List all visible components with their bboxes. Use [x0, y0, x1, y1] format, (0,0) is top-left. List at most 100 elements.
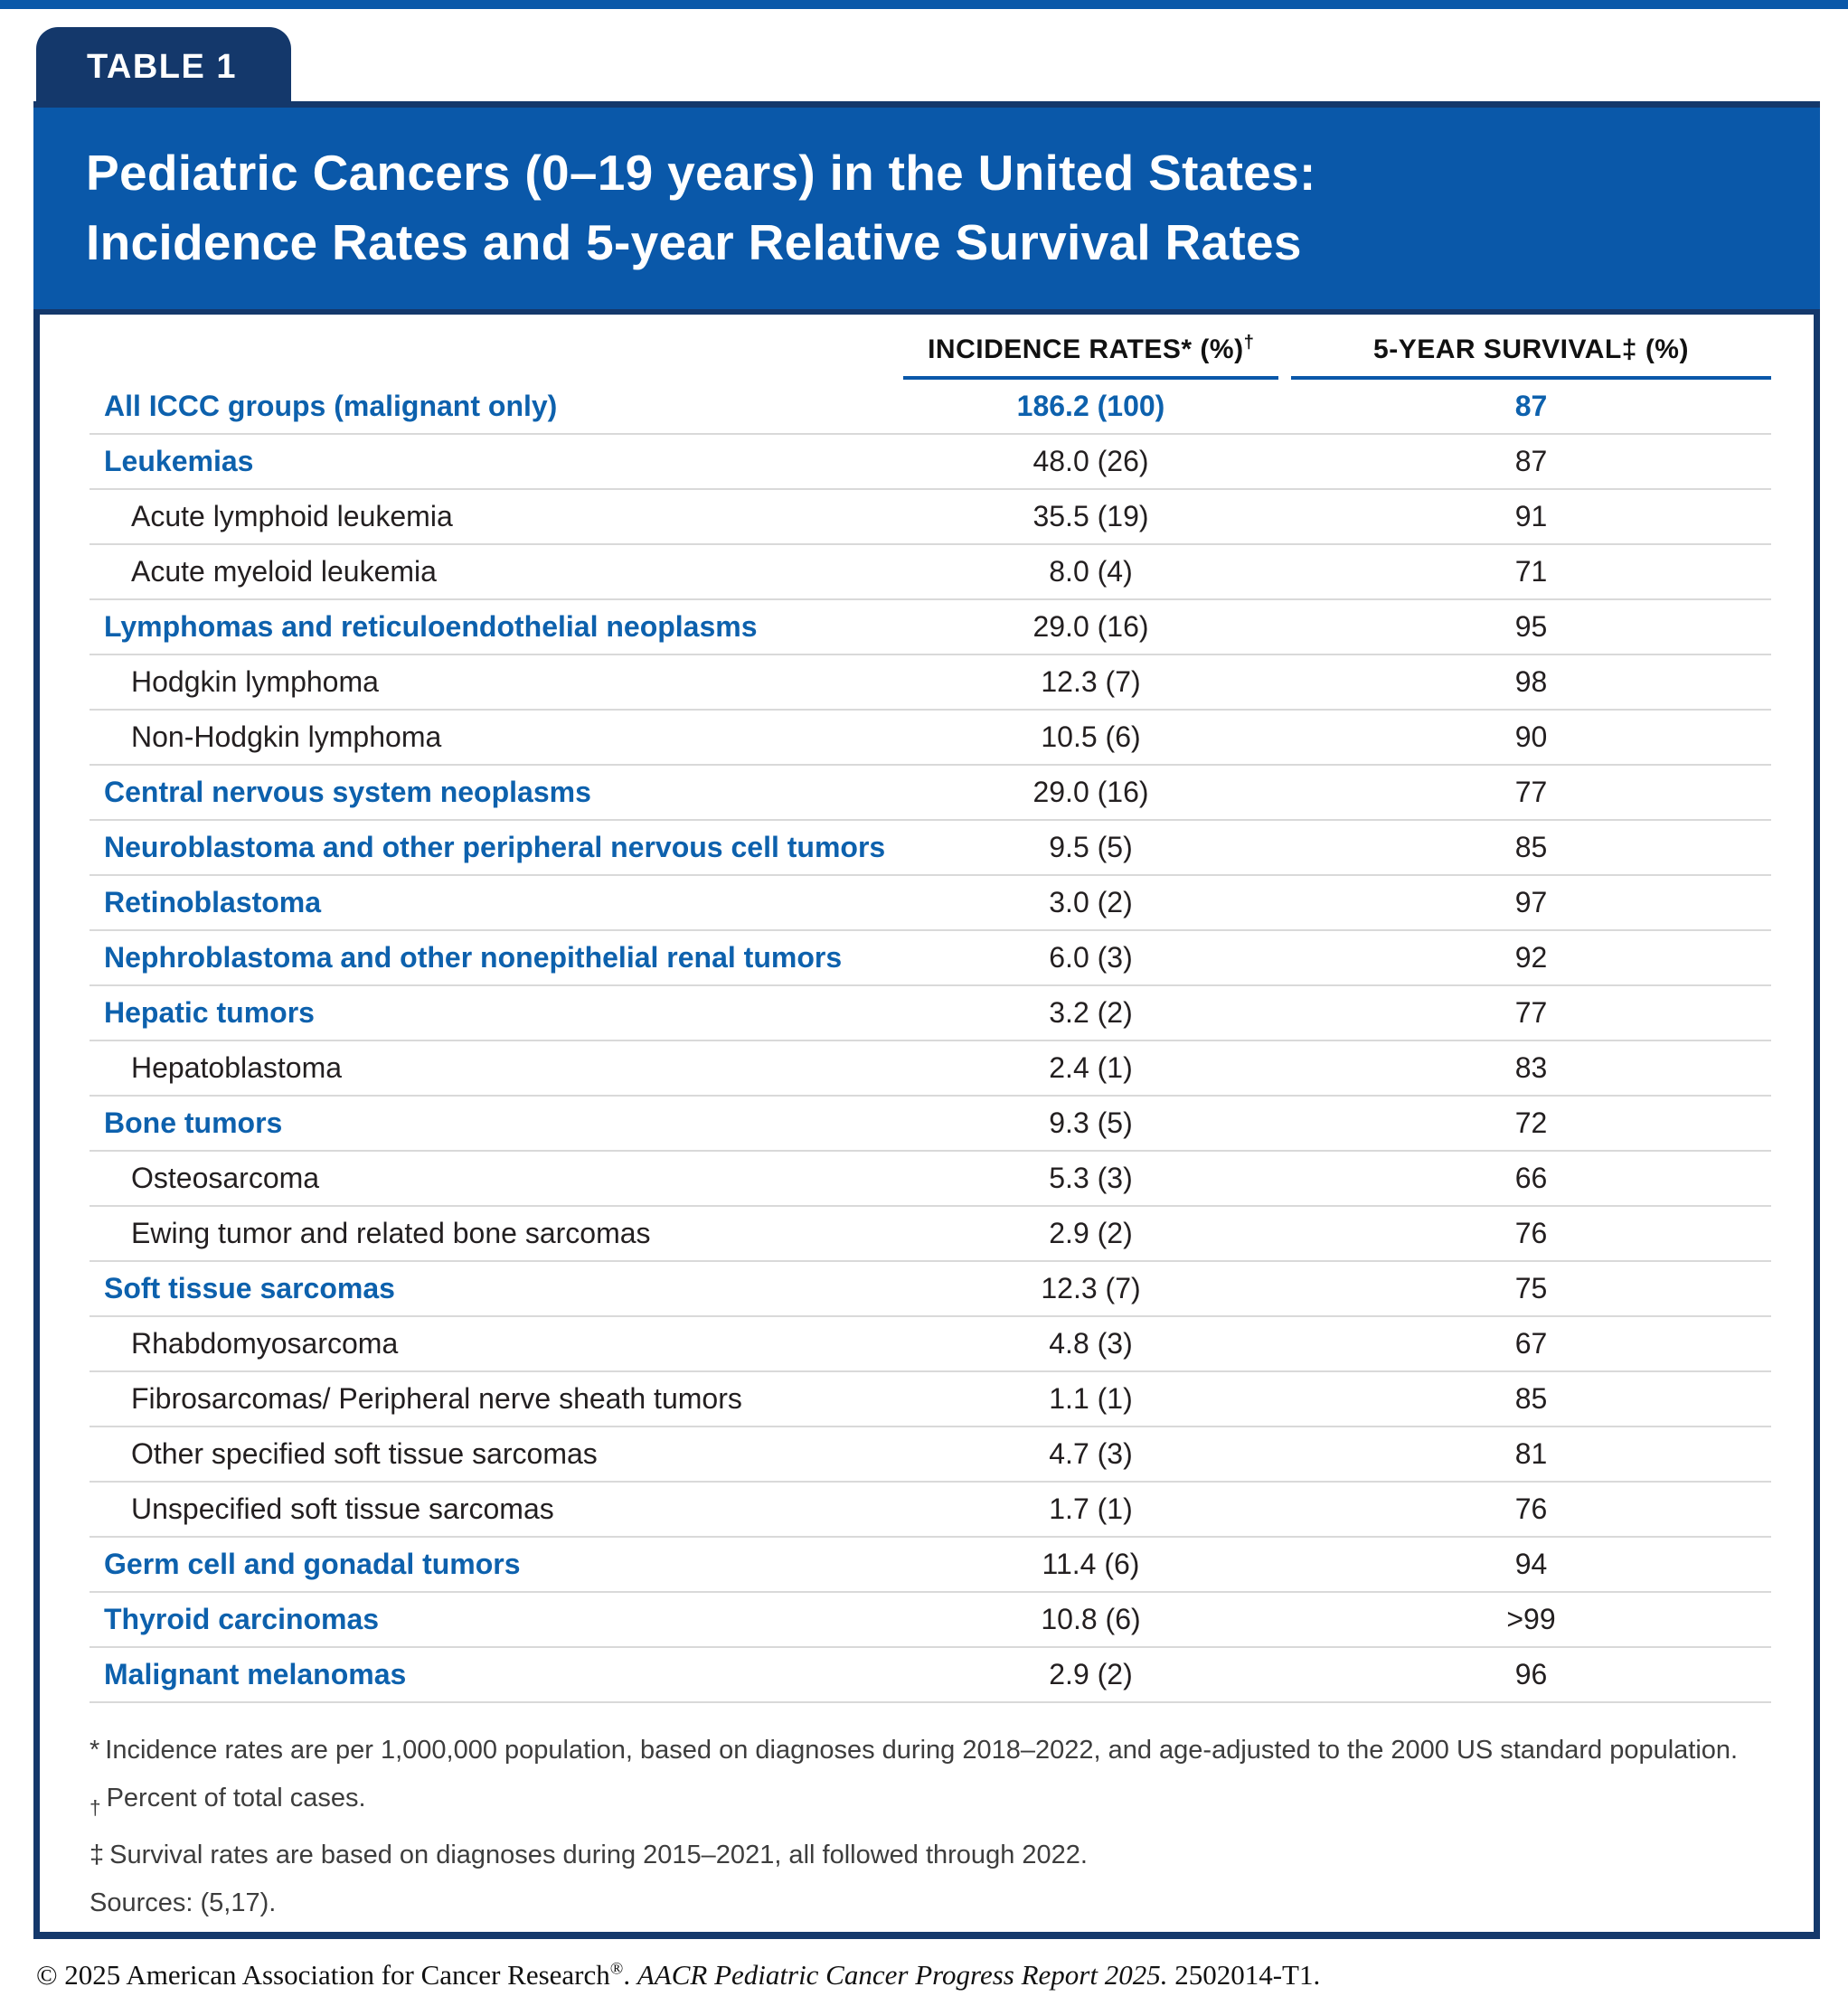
row-label: Retinoblastoma: [104, 886, 322, 918]
incidence-value: 9.5 (5): [1049, 831, 1133, 863]
table-row: Lymphomas and reticuloendothelial neopla…: [90, 600, 1771, 655]
incidence-value: 10.5 (6): [1041, 720, 1141, 753]
survival-value: 67: [1514, 1327, 1548, 1360]
footnote-text: Percent of total cases.: [106, 1784, 366, 1813]
table-row: Hepatoblastoma 2.4 (1) 83: [90, 1041, 1771, 1097]
table-row: Acute lymphoid leukemia 35.5 (19) 91: [90, 490, 1771, 545]
top-accent-bar: [0, 0, 1848, 9]
survival-value: 72: [1514, 1106, 1548, 1139]
footnote-marker: ‡: [90, 1841, 105, 1869]
row-label: Unspecified soft tissue sarcomas: [131, 1492, 554, 1525]
incidence-value: 29.0 (16): [1032, 776, 1149, 808]
incidence-value: 35.5 (19): [1032, 500, 1149, 532]
survival-value: >99: [1506, 1603, 1556, 1635]
table-row: Thyroid carcinomas 10.8 (6) >99: [90, 1593, 1771, 1648]
incidence-value: 3.0 (2): [1049, 886, 1133, 918]
incidence-value: 1.7 (1): [1049, 1492, 1133, 1525]
footnote: * Incidence rates are per 1,000,000 popul…: [90, 1727, 1771, 1775]
table-row: Fibrosarcomas/ Peripheral nerve sheath t…: [90, 1372, 1771, 1427]
column-header-text: †: [1243, 333, 1254, 353]
title-banner: Pediatric Cancers (0–19 years) in the Un…: [33, 101, 1820, 315]
footnote: † Percent of total cases.: [90, 1775, 1771, 1831]
table-row: Soft tissue sarcomas 12.3 (7) 75: [90, 1262, 1771, 1317]
incidence-value: 9.3 (5): [1049, 1106, 1133, 1139]
survival-value: 87: [1514, 445, 1548, 477]
table-number-label: TABLE 1: [87, 48, 238, 86]
table-row: Malignant melanomas 2.9 (2) 96: [90, 1648, 1771, 1703]
table-row: Non-Hodgkin lymphoma 10.5 (6) 90: [90, 711, 1771, 766]
survival-value: 77: [1514, 996, 1548, 1029]
row-label: Hepatic tumors: [104, 996, 315, 1029]
table-number-tab: TABLE 1: [36, 27, 291, 103]
survival-value: 87: [1514, 390, 1548, 422]
survival-value: 77: [1514, 776, 1548, 808]
table-row: Other specified soft tissue sarcomas 4.7 …: [90, 1427, 1771, 1483]
row-label: Acute lymphoid leukemia: [131, 500, 453, 532]
survival-value: 81: [1514, 1437, 1548, 1470]
survival-value: 75: [1514, 1272, 1548, 1304]
row-label: Rhabdomyosarcoma: [131, 1327, 399, 1360]
incidence-value: 1.1 (1): [1049, 1382, 1133, 1415]
report-title-italic: AACR Pediatric Cancer Progress Report 20…: [636, 1959, 1168, 1991]
row-label: Nephroblastoma and other nonepithelial r…: [104, 941, 843, 974]
copyright-prefix: © 2025 American Association for Cancer R…: [36, 1959, 610, 1991]
incidence-value: 10.8 (6): [1041, 1603, 1141, 1635]
incidence-value: 11.4 (6): [1042, 1548, 1140, 1580]
column-header-text: (%): [1192, 334, 1244, 364]
survival-value: 76: [1514, 1217, 1548, 1249]
survival-value: 94: [1514, 1548, 1548, 1580]
table-body: All ICCC groups (malignant only) 186.2 (1…: [90, 380, 1771, 1703]
row-label: Fibrosarcomas/ Peripheral nerve sheath t…: [131, 1382, 742, 1415]
incidence-value: 48.0 (26): [1032, 445, 1149, 477]
incidence-value: 5.3 (3): [1049, 1162, 1133, 1194]
row-label: Other specified soft tissue sarcomas: [131, 1437, 598, 1470]
survival-value: 95: [1514, 610, 1548, 643]
table-row: Unspecified soft tissue sarcomas 1.7 (1) 7…: [90, 1483, 1771, 1538]
row-label: Leukemias: [104, 445, 254, 477]
incidence-value: 4.7 (3): [1049, 1437, 1133, 1470]
table-row: Osteosarcoma 5.3 (3) 66: [90, 1152, 1771, 1207]
footnote: ‡ Survival rates are based on diagnoses d…: [90, 1831, 1771, 1879]
row-label: Non-Hodgkin lymphoma: [131, 720, 442, 753]
row-label: Hepatoblastoma: [131, 1051, 343, 1084]
table-row: Nephroblastoma and other nonepithelial r…: [90, 931, 1771, 986]
table-row: Central nervous system neoplasms 29.0 (16…: [90, 766, 1771, 821]
row-label: Hodgkin lymphoma: [131, 665, 379, 698]
table-row: Ewing tumor and related bone sarcomas 2.9…: [90, 1207, 1771, 1262]
row-label: Lymphomas and reticuloendothelial neopla…: [104, 610, 758, 643]
table-row: Leukemias 48.0 (26) 87: [90, 435, 1771, 490]
table-row: Hodgkin lymphoma 12.3 (7) 98: [90, 655, 1771, 711]
survival-value: 92: [1514, 941, 1548, 974]
row-label: Soft tissue sarcomas: [104, 1272, 395, 1304]
copyright-line: © 2025 American Association for Cancer R…: [36, 1959, 1808, 1991]
row-label: Acute myeloid leukemia: [131, 555, 437, 588]
footnote-text: Sources: (5,17).: [90, 1888, 277, 1917]
column-header-text: 5-YEAR SURVIVAL‡: [1373, 334, 1637, 364]
row-label: Malignant melanomas: [104, 1658, 407, 1690]
row-label: Germ cell and gonadal tumors: [104, 1548, 521, 1580]
column-header-incidence: INCIDENCE RATES* (%)†: [903, 333, 1278, 380]
survival-value: 91: [1514, 500, 1548, 532]
footnote-marker: *: [90, 1736, 100, 1765]
row-label: Neuroblastoma and other peripheral nervo…: [104, 831, 886, 863]
row-label: All ICCC groups (malignant only): [104, 390, 558, 422]
data-table: INCIDENCE RATES* (%)† 5-YEAR SURVIVAL‡ (…: [90, 315, 1771, 1927]
footnotes: * Incidence rates are per 1,000,000 popul…: [90, 1727, 1771, 1927]
incidence-value: 29.0 (16): [1032, 610, 1149, 643]
table-frame: INCIDENCE RATES* (%)† 5-YEAR SURVIVAL‡ (…: [33, 315, 1820, 1939]
survival-value: 85: [1514, 831, 1548, 863]
registered-mark: ®: [609, 1959, 624, 1979]
footnote-text: Survival rates are based on diagnoses du…: [109, 1841, 1088, 1869]
copyright-separator: .: [623, 1959, 637, 1991]
page-title: Pediatric Cancers (0–19 years) in the Un…: [33, 108, 1820, 278]
footnote-marker: †: [90, 1796, 101, 1819]
survival-value: 71: [1514, 555, 1548, 588]
footnote: Sources: (5,17).: [90, 1879, 1771, 1927]
table-row: All ICCC groups (malignant only) 186.2 (1…: [90, 380, 1771, 435]
incidence-value: 4.8 (3): [1049, 1327, 1133, 1360]
page-title-line2: Incidence Rates and 5-year Relative Surv…: [86, 214, 1302, 270]
survival-value: 66: [1514, 1162, 1548, 1194]
survival-value: 85: [1514, 1382, 1548, 1415]
incidence-value: 6.0 (3): [1049, 941, 1133, 974]
column-header-survival: 5-YEAR SURVIVAL‡ (%): [1291, 334, 1771, 380]
